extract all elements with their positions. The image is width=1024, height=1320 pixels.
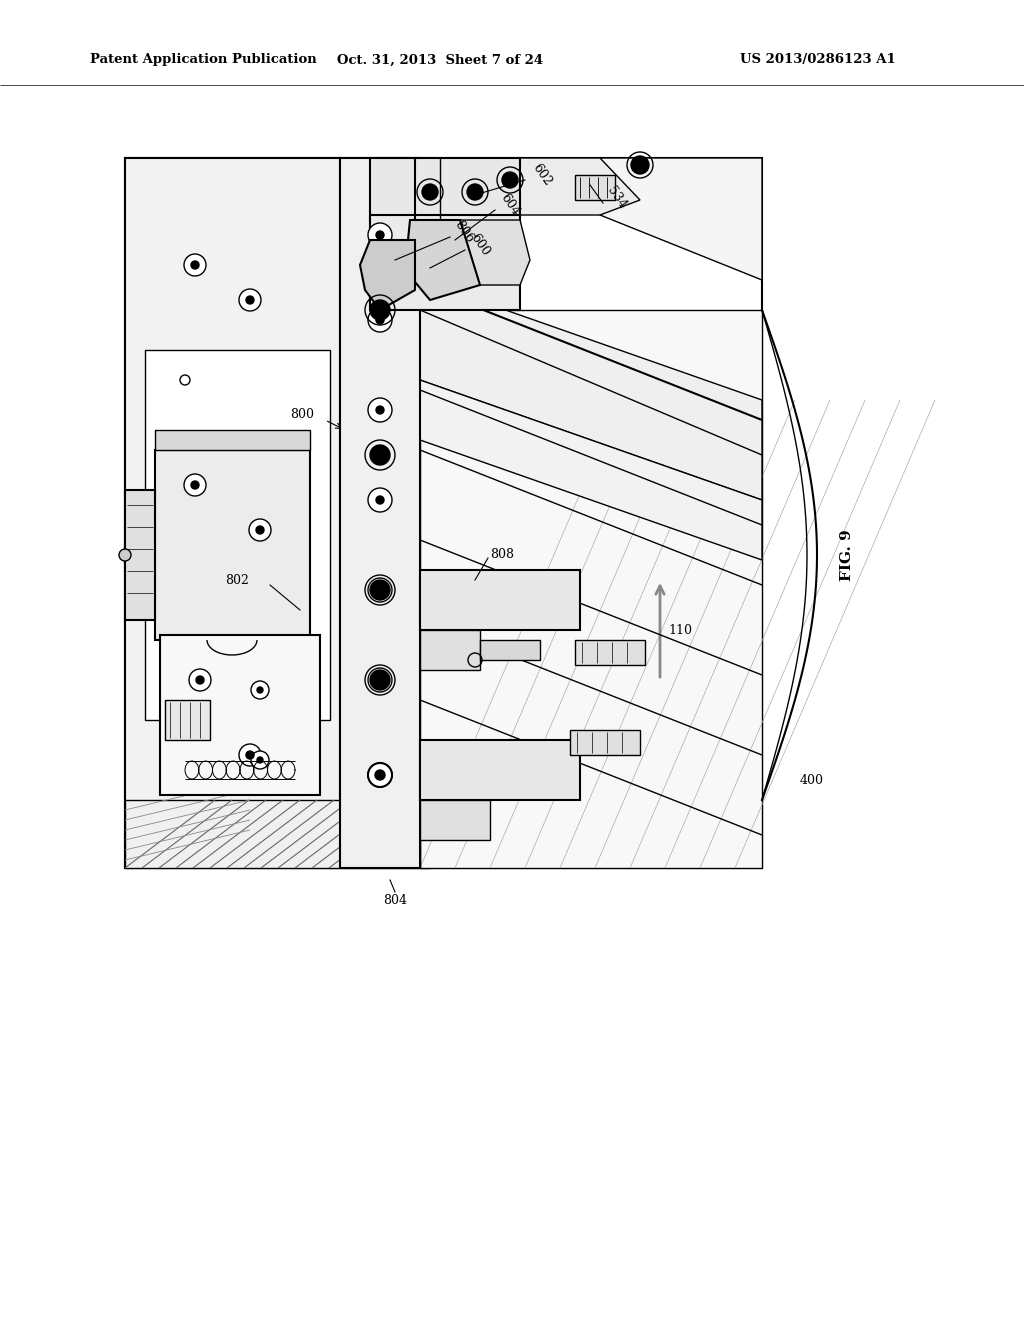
Text: 806: 806 xyxy=(452,218,476,246)
Polygon shape xyxy=(420,800,490,840)
Text: 110: 110 xyxy=(668,623,692,636)
Text: 534: 534 xyxy=(605,185,630,211)
Polygon shape xyxy=(160,635,319,795)
Polygon shape xyxy=(125,490,155,620)
Polygon shape xyxy=(360,240,415,310)
Circle shape xyxy=(368,488,392,512)
Circle shape xyxy=(370,445,390,465)
Circle shape xyxy=(196,676,204,684)
Circle shape xyxy=(502,172,518,187)
Polygon shape xyxy=(420,310,762,869)
Circle shape xyxy=(251,681,269,700)
Polygon shape xyxy=(520,158,640,215)
Polygon shape xyxy=(155,430,310,450)
Circle shape xyxy=(257,756,263,763)
Polygon shape xyxy=(125,158,340,869)
Text: 400: 400 xyxy=(800,774,824,787)
Polygon shape xyxy=(420,220,530,285)
Polygon shape xyxy=(406,220,480,300)
Polygon shape xyxy=(420,380,762,560)
Circle shape xyxy=(368,223,392,247)
Circle shape xyxy=(370,671,390,690)
Circle shape xyxy=(376,676,384,684)
Text: Oct. 31, 2013  Sheet 7 of 24: Oct. 31, 2013 Sheet 7 of 24 xyxy=(337,54,543,66)
Circle shape xyxy=(184,253,206,276)
Circle shape xyxy=(119,549,131,561)
Polygon shape xyxy=(420,570,580,630)
Text: 600: 600 xyxy=(468,231,493,259)
Circle shape xyxy=(376,231,384,239)
Circle shape xyxy=(239,289,261,312)
Circle shape xyxy=(375,770,385,780)
Circle shape xyxy=(191,261,199,269)
Circle shape xyxy=(376,771,384,779)
Circle shape xyxy=(368,578,392,602)
Text: FIG. 9: FIG. 9 xyxy=(840,529,854,581)
Circle shape xyxy=(376,586,384,594)
Circle shape xyxy=(184,474,206,496)
Text: 804: 804 xyxy=(383,894,407,907)
Polygon shape xyxy=(570,730,640,755)
Circle shape xyxy=(249,519,271,541)
Circle shape xyxy=(368,308,392,333)
Text: 800: 800 xyxy=(290,408,314,421)
Circle shape xyxy=(368,763,392,787)
Bar xyxy=(125,158,762,869)
Polygon shape xyxy=(420,630,480,671)
Circle shape xyxy=(370,579,390,601)
Polygon shape xyxy=(145,350,330,719)
Text: US 2013/0286123 A1: US 2013/0286123 A1 xyxy=(740,54,896,66)
Circle shape xyxy=(376,407,384,414)
Circle shape xyxy=(251,751,269,770)
Polygon shape xyxy=(600,158,762,280)
Polygon shape xyxy=(125,800,430,869)
Polygon shape xyxy=(420,280,762,500)
Circle shape xyxy=(370,300,390,319)
Text: 808: 808 xyxy=(490,549,514,561)
Polygon shape xyxy=(370,215,520,310)
Circle shape xyxy=(256,525,264,535)
Polygon shape xyxy=(370,158,520,220)
Polygon shape xyxy=(165,700,210,741)
Circle shape xyxy=(239,744,261,766)
Polygon shape xyxy=(575,176,615,201)
Circle shape xyxy=(376,496,384,504)
Circle shape xyxy=(368,763,392,787)
Circle shape xyxy=(257,686,263,693)
Circle shape xyxy=(189,669,211,690)
Circle shape xyxy=(191,480,199,488)
Polygon shape xyxy=(480,640,540,660)
Circle shape xyxy=(368,399,392,422)
Text: Patent Application Publication: Patent Application Publication xyxy=(90,54,316,66)
Circle shape xyxy=(467,183,483,201)
Circle shape xyxy=(246,296,254,304)
Circle shape xyxy=(376,315,384,323)
Text: 802: 802 xyxy=(225,573,249,586)
Circle shape xyxy=(246,751,254,759)
Text: 604: 604 xyxy=(498,191,522,219)
Polygon shape xyxy=(155,450,310,640)
Circle shape xyxy=(368,668,392,692)
Polygon shape xyxy=(575,640,645,665)
Text: 602: 602 xyxy=(530,161,554,189)
Circle shape xyxy=(422,183,438,201)
Polygon shape xyxy=(340,158,420,869)
Circle shape xyxy=(631,156,649,174)
Polygon shape xyxy=(420,741,580,800)
